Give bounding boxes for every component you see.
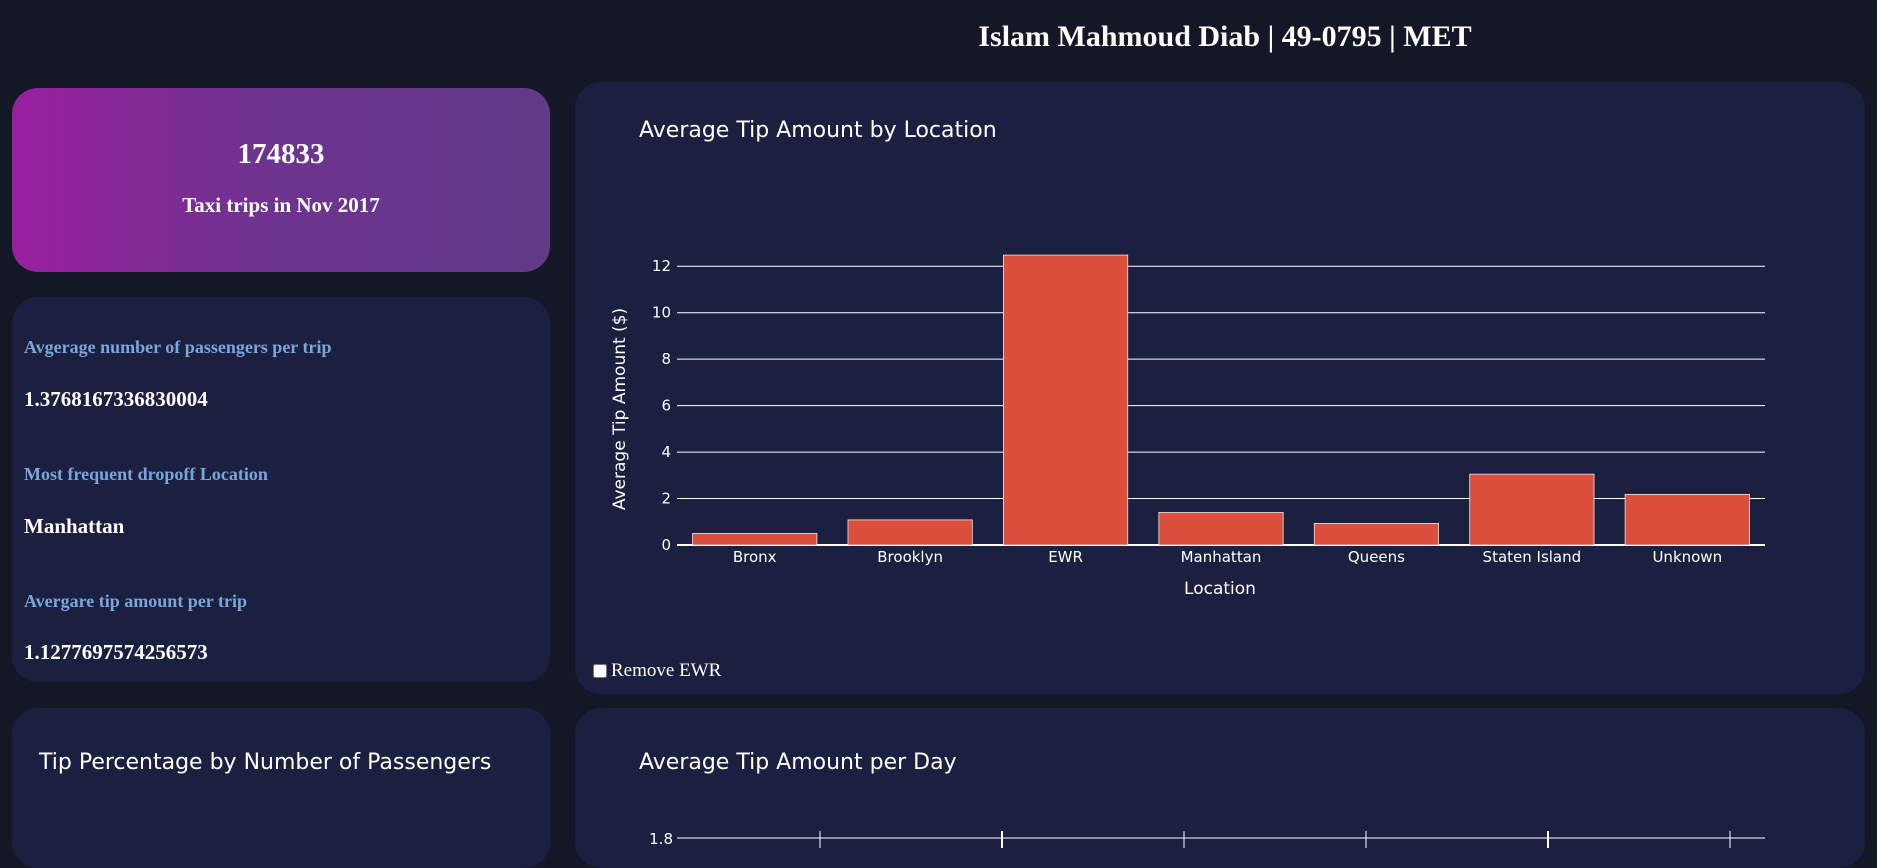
remove-ewr-toggle[interactable]: Remove EWR [593,660,721,682]
y-tick-label: 4 [661,443,671,461]
x-tick-label: Unknown [1652,548,1722,566]
tip-by-location-chart: Average Tip Amount by Location 0 2 4 6 8 10 12… [610,118,1765,599]
y-tick-label: 0 [661,536,671,554]
x-axis-title: Location [1184,579,1256,599]
x-tick-label: Queens [1348,548,1405,566]
remove-ewr-checkbox[interactable] [593,664,607,678]
y-tick-label: 6 [661,397,671,415]
chart-title: Average Tip Amount by Location [639,118,997,143]
bar-brooklyn[interactable] [847,519,973,546]
tip-by-location-card: Average Tip Amount by Location 0 2 4 6 8 10 12… [575,82,1865,694]
trip-count-value: 174833 [237,138,325,170]
x-tick-label: Manhattan [1181,548,1262,566]
bar-ewr[interactable] [1002,254,1129,546]
avg-tip-per-day-card: Average Tip Amount per Day 1.8 [575,708,1865,868]
day-chart-y-tick: 1.8 [649,830,673,848]
bar-bronx[interactable] [692,532,818,546]
remove-ewr-label: Remove EWR [611,660,722,681]
summary-stats-card: Avgerage number of passengers per trip 1… [12,297,550,682]
y-tick-label: 12 [652,257,671,275]
tip-by-passengers-title: Tip Percentage by Number of Passengers [39,750,492,775]
bar-manhattan[interactable] [1158,512,1284,546]
bar-unknown[interactable] [1624,493,1750,546]
tip-by-passengers-card: Tip Percentage by Number of Passengers [12,708,550,868]
frequent-dropoff-value: Manhattan [24,514,125,538]
avg-tip-value: 1.1277697574256573 [24,640,208,664]
x-tick-label: Bronx [733,548,777,566]
bar-staten-island[interactable] [1469,473,1595,546]
y-axis-title: Average Tip Amount ($) [610,308,630,510]
x-tick-label: Brooklyn [877,548,943,566]
bar-queens[interactable] [1313,522,1439,546]
x-tick-label: EWR [1048,548,1083,566]
trip-count-card: 174833 Taxi trips in Nov 2017 [12,88,550,272]
avg-passengers-label: Avgerage number of passengers per trip [24,337,332,357]
avg-tip-per-day-chart: 1.8 [649,830,1765,848]
y-tick-label: 10 [652,304,671,322]
page-title: Islam Mahmoud Diab | 49-0795 | MET [978,20,1472,53]
frequent-dropoff-label: Most frequent dropoff Location [24,464,268,484]
x-tick-label: Staten Island [1483,548,1582,566]
avg-tip-label: Avergare tip amount per trip [24,591,247,611]
y-tick-label: 2 [661,490,671,508]
trip-count-caption: Taxi trips in Nov 2017 [182,193,380,217]
avg-passengers-value: 1.3768167336830004 [24,387,208,411]
y-tick-label: 8 [661,350,671,368]
avg-tip-per-day-title: Average Tip Amount per Day [639,750,957,775]
